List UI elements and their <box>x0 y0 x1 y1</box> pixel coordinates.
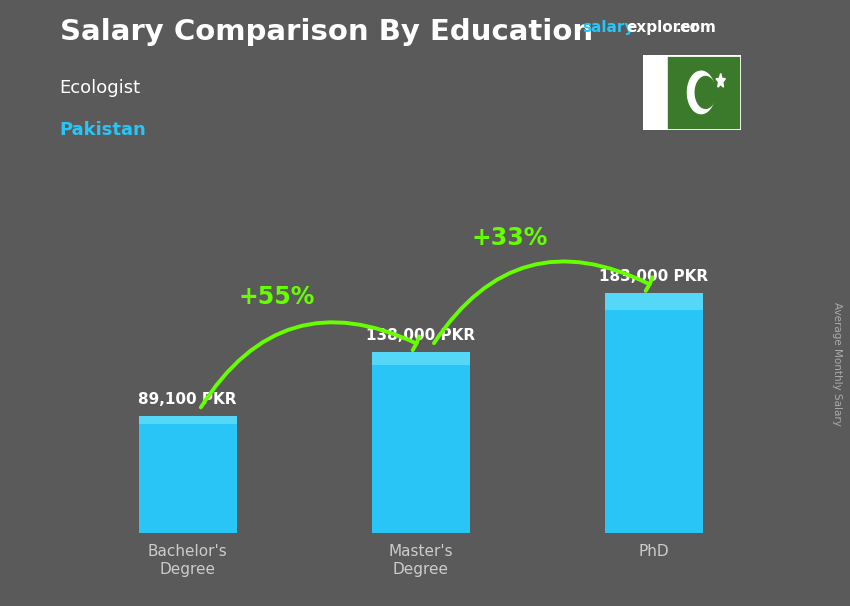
Text: Ecologist: Ecologist <box>60 79 140 97</box>
Polygon shape <box>688 72 715 113</box>
Bar <box>139 416 236 533</box>
Text: 138,000 PKR: 138,000 PKR <box>366 328 475 343</box>
Polygon shape <box>695 76 716 108</box>
Text: +33%: +33% <box>471 226 547 250</box>
Text: explorer: explorer <box>626 20 699 35</box>
Text: 89,100 PKR: 89,100 PKR <box>139 392 237 407</box>
Bar <box>668 55 741 130</box>
Text: +55%: +55% <box>238 285 314 309</box>
Text: Salary Comparison By Education: Salary Comparison By Education <box>60 18 592 46</box>
Bar <box>605 293 703 310</box>
Polygon shape <box>716 73 725 87</box>
Text: Pakistan: Pakistan <box>60 121 146 139</box>
Bar <box>371 352 470 365</box>
Text: salary: salary <box>582 20 635 35</box>
Text: .com: .com <box>676 20 717 35</box>
Bar <box>139 416 236 424</box>
Text: 183,000 PKR: 183,000 PKR <box>599 269 708 284</box>
Bar <box>643 55 668 130</box>
Text: Average Monthly Salary: Average Monthly Salary <box>832 302 842 425</box>
Bar <box>371 352 470 533</box>
Bar <box>605 293 703 533</box>
